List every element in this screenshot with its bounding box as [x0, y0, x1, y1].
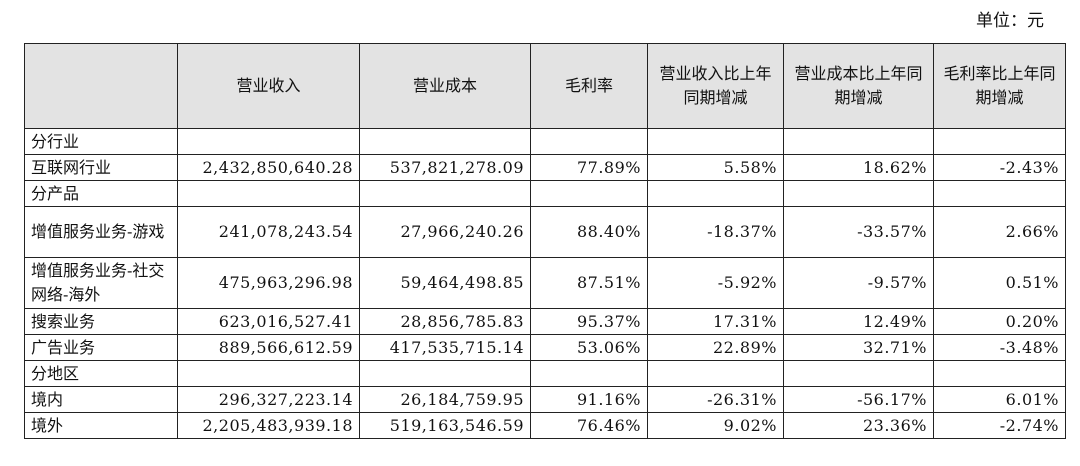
cell-rev-chg — [647, 128, 784, 155]
cell-cost — [359, 180, 531, 207]
header-row: 营业收入 营业成本 毛利率 营业收入比上年同期增减 营业成本比上年同期增减 毛利… — [24, 43, 1066, 129]
row-label: 增值服务业务-社交网络-海外 — [24, 257, 178, 309]
cell-margin: 77.89% — [530, 154, 648, 181]
cell-cost-chg: -56.17% — [783, 386, 934, 413]
cell-margin: 95.37% — [530, 308, 648, 335]
header-cell — [24, 43, 178, 129]
cell-margin: 87.51% — [530, 257, 648, 309]
cell-rev-chg: -26.31% — [647, 386, 784, 413]
header-cell: 营业收入比上年同期增减 — [647, 43, 784, 129]
cell-cost-chg: 32.71% — [783, 334, 934, 361]
cell-margin-chg: 0.51% — [933, 257, 1066, 309]
section-row: 分行业 — [24, 128, 1066, 155]
cell-rev-chg — [647, 180, 784, 207]
cell-margin-chg: 0.20% — [933, 308, 1066, 335]
cell-cost-chg — [783, 128, 934, 155]
table-row: 境内 296,327,223.14 26,184,759.95 91.16% -26.3… — [24, 386, 1066, 413]
table-row: 境外 2,205,483,939.18 519,163,546.59 76.46% 9.… — [24, 412, 1066, 439]
header-cell: 毛利率 — [530, 43, 648, 129]
table-row: 搜索业务 623,016,527.41 28,856,785.83 95.37% 17.… — [24, 308, 1066, 335]
cell-cost-chg — [783, 180, 934, 207]
cell-revenue: 296,327,223.14 — [177, 386, 360, 413]
cell-revenue: 241,078,243.54 — [177, 206, 360, 258]
cell-margin-chg — [933, 360, 1066, 387]
row-label: 广告业务 — [24, 334, 178, 361]
cell-cost: 417,535,715.14 — [359, 334, 531, 361]
cell-margin — [530, 128, 648, 155]
cell-rev-chg: 22.89% — [647, 334, 784, 361]
unit-label: 单位：元 — [976, 11, 1044, 31]
cell-cost — [359, 360, 531, 387]
cell-cost-chg: 18.62% — [783, 154, 934, 181]
cell-margin-chg — [933, 128, 1066, 155]
row-label: 增值服务业务-游戏 — [24, 206, 178, 258]
cell-cost-chg: -9.57% — [783, 257, 934, 309]
cell-margin-chg — [933, 180, 1066, 207]
cell-revenue — [177, 180, 360, 207]
cell-cost: 26,184,759.95 — [359, 386, 531, 413]
row-label: 搜索业务 — [24, 308, 178, 335]
table-body: 分行业 互联网行业 2,432,850,640.28 537,821,278.09 77… — [24, 128, 1066, 439]
cell-margin-chg: -3.48% — [933, 334, 1066, 361]
cell-rev-chg: -18.37% — [647, 206, 784, 258]
cell-revenue: 475,963,296.98 — [177, 257, 360, 309]
header-cell: 营业成本比上年同期增减 — [783, 43, 934, 129]
cell-revenue — [177, 360, 360, 387]
cell-margin-chg: 2.66% — [933, 206, 1066, 258]
cell-cost — [359, 128, 531, 155]
cell-margin: 91.16% — [530, 386, 648, 413]
cell-cost: 28,856,785.83 — [359, 308, 531, 335]
cell-cost-chg — [783, 360, 934, 387]
row-label: 分产品 — [24, 180, 178, 207]
table-row: 增值服务业务-游戏 241,078,243.54 27,966,240.26 88.4… — [24, 206, 1066, 258]
header-cell: 毛利率比上年同期增减 — [933, 43, 1066, 129]
table-row: 广告业务 889,566,612.59 417,535,715.14 53.06% 22… — [24, 334, 1066, 361]
table-row: 增值服务业务-社交网络-海外 475,963,296.98 59,464,498.8… — [24, 257, 1066, 309]
cell-rev-chg: 9.02% — [647, 412, 784, 439]
row-label: 互联网行业 — [24, 154, 178, 181]
cell-revenue — [177, 128, 360, 155]
cell-rev-chg: -5.92% — [647, 257, 784, 309]
cell-cost-chg: 23.36% — [783, 412, 934, 439]
cell-margin: 88.40% — [530, 206, 648, 258]
cell-cost-chg: -33.57% — [783, 206, 934, 258]
cell-margin — [530, 360, 648, 387]
cell-rev-chg: 17.31% — [647, 308, 784, 335]
table-row: 互联网行业 2,432,850,640.28 537,821,278.09 77.89… — [24, 154, 1066, 181]
row-label: 分地区 — [24, 360, 178, 387]
cell-margin: 76.46% — [530, 412, 648, 439]
cell-cost: 537,821,278.09 — [359, 154, 531, 181]
cell-cost: 27,966,240.26 — [359, 206, 531, 258]
cell-rev-chg — [647, 360, 784, 387]
row-label: 境外 — [24, 412, 178, 439]
cell-revenue: 2,205,483,939.18 — [177, 412, 360, 439]
header-cell: 营业成本 — [359, 43, 531, 129]
cell-cost: 59,464,498.85 — [359, 257, 531, 309]
cell-cost: 519,163,546.59 — [359, 412, 531, 439]
section-row: 分产品 — [24, 180, 1066, 207]
cell-cost-chg: 12.49% — [783, 308, 934, 335]
revenue-cost-table: 营业收入 营业成本 毛利率 营业收入比上年同期增减 营业成本比上年同期增减 毛利… — [24, 43, 1066, 439]
cell-revenue: 2,432,850,640.28 — [177, 154, 360, 181]
header-cell: 营业收入 — [177, 43, 360, 129]
section-row: 分地区 — [24, 360, 1066, 387]
cell-revenue: 889,566,612.59 — [177, 334, 360, 361]
cell-margin: 53.06% — [530, 334, 648, 361]
cell-margin-chg: 6.01% — [933, 386, 1066, 413]
cell-margin — [530, 180, 648, 207]
cell-margin-chg: -2.43% — [933, 154, 1066, 181]
cell-revenue: 623,016,527.41 — [177, 308, 360, 335]
cell-rev-chg: 5.58% — [647, 154, 784, 181]
cell-margin-chg: -2.74% — [933, 412, 1066, 439]
row-label: 境内 — [24, 386, 178, 413]
row-label: 分行业 — [24, 128, 178, 155]
